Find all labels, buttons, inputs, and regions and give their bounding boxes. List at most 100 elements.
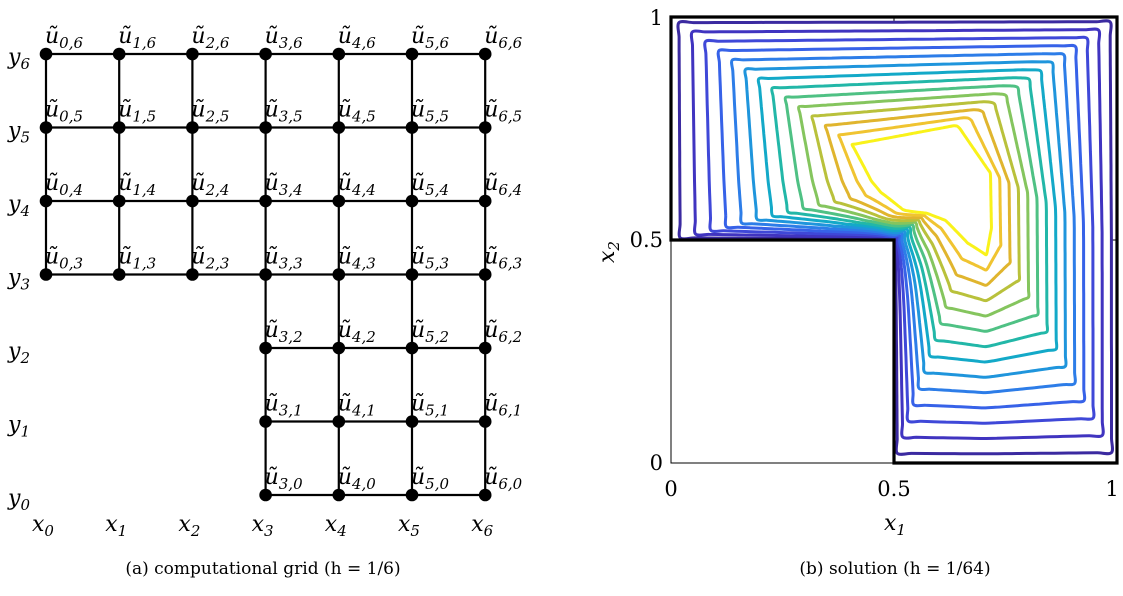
grid-node (332, 268, 346, 281)
grid-lines (44, 52, 487, 497)
node-label: ũ5,3 (411, 245, 449, 273)
node-label: ũ5,1 (411, 392, 449, 420)
node-label: ũ3,5 (265, 98, 303, 126)
node-label: ũ1,6 (118, 24, 156, 52)
grid-node (478, 341, 492, 355)
grid-node (259, 488, 272, 502)
node-label: ũ0,6 (45, 24, 83, 52)
node-label: ũ0,3 (45, 245, 83, 273)
contour-lines (676, 19, 1115, 456)
grid-node (112, 268, 126, 281)
node-label: ũ5,6 (411, 24, 449, 52)
contour-level-1 (676, 19, 1115, 456)
row-label-y0: y0 (7, 486, 30, 514)
grid-node (259, 121, 272, 134)
grid-nodes (39, 47, 492, 502)
grid-node (259, 47, 272, 61)
grid-node (112, 121, 126, 134)
grid-node (332, 488, 346, 502)
y-tick-label-0: 0 (650, 451, 663, 475)
node-label: ũ6,6 (484, 24, 522, 52)
grid-node (186, 47, 199, 61)
grid-node (112, 194, 126, 208)
node-label: ũ2,4 (191, 171, 229, 199)
node-label: ũ0,4 (45, 171, 83, 199)
node-label: ũ2,5 (191, 98, 229, 126)
column-labels: x0 x1 x2 x3 x4 x5 x6 (32, 512, 494, 540)
node-label: ũ3,1 (265, 392, 303, 420)
node-label: ũ6,5 (484, 98, 522, 126)
computational-grid-panel: ũ0,6 ũ1,6 ũ2,6 ũ3,6 ũ4,6 ũ5,6 ũ6,6 ũ0,5 ũ1,5 ũ2,5… (7, 24, 523, 579)
grid-node (259, 194, 272, 208)
column-label-x1: x1 (105, 512, 127, 540)
grid-node (259, 268, 272, 281)
x-tick-label-1: 0.5 (877, 477, 910, 501)
x-tick-label-2: 1 (1105, 477, 1118, 501)
x-tick-label-0: 0 (664, 477, 677, 501)
contour-level-9 (783, 84, 1040, 333)
grid-node (478, 268, 492, 281)
domain-boundary (669, 15, 1119, 465)
grid-node (405, 415, 419, 428)
grid-node (259, 415, 272, 428)
row-labels: y0 y1 y2 y3 y4 y5 y6 (7, 45, 30, 514)
grid-node (259, 341, 272, 355)
contour-level-10 (797, 92, 1031, 318)
y-tick-label-2: 1 (650, 6, 663, 30)
contour-level-4 (716, 43, 1087, 410)
node-label: ũ5,2 (411, 318, 449, 346)
grid-node (332, 47, 346, 61)
node-label: ũ4,2 (338, 318, 376, 346)
grid-node (405, 47, 419, 61)
grid-node (405, 268, 419, 281)
node-label: ũ4,0 (338, 465, 376, 493)
grid-node (332, 341, 346, 355)
node-label: ũ1,3 (118, 245, 156, 273)
node-labels: ũ0,6 ũ1,6 ũ2,6 ũ3,6 ũ4,6 ũ5,6 ũ6,6 ũ0,5 ũ1,5 ũ2,5… (45, 24, 523, 493)
grid-node (405, 341, 419, 355)
contour-level-2 (689, 27, 1105, 440)
grid-node (405, 488, 419, 502)
contour-level-3 (703, 35, 1096, 425)
grid-node (112, 47, 126, 61)
node-label: ũ5,4 (411, 171, 449, 199)
y-tick-label-1: 0.5 (630, 228, 663, 252)
grid-node (39, 268, 53, 281)
grid-node (332, 121, 346, 134)
row-label-y2: y2 (7, 339, 30, 367)
node-label: ũ1,5 (118, 98, 156, 126)
node-label: ũ5,5 (411, 98, 449, 126)
grid-node (478, 121, 492, 134)
node-label: ũ6,3 (484, 245, 522, 273)
node-label: ũ6,1 (484, 392, 522, 420)
row-label-y6: y6 (7, 45, 30, 73)
row-label-y5: y5 (7, 119, 30, 147)
grid-node (478, 194, 492, 208)
node-label: ũ6,0 (484, 465, 522, 493)
solution-plot-panel: 0 0.5 1 0 0.5 1 x1 x2 (b) solution (h = … (595, 6, 1119, 579)
grid-node (39, 194, 53, 208)
grid-node (478, 415, 492, 428)
node-label: ũ6,2 (484, 318, 522, 346)
contour-level-8 (770, 76, 1050, 349)
column-label-x5: x5 (398, 512, 420, 540)
node-label: ũ3,6 (265, 24, 303, 52)
row-label-y4: y4 (7, 192, 30, 220)
row-label-y1: y1 (7, 413, 30, 441)
node-label: ũ3,0 (265, 465, 303, 493)
node-label: ũ4,6 (338, 24, 376, 52)
column-label-x3: x3 (252, 512, 274, 540)
y-axis-label: x2 (595, 241, 623, 263)
node-label: ũ3,2 (265, 318, 303, 346)
grid-node (186, 268, 199, 281)
contour-level-11 (810, 100, 1022, 303)
grid-node (332, 194, 346, 208)
node-label: ũ5,0 (411, 465, 449, 493)
node-label: ũ2,3 (191, 245, 229, 273)
grid-node (186, 121, 199, 134)
grid-node (39, 47, 53, 61)
grid-node (405, 194, 419, 208)
column-label-x2: x2 (178, 512, 200, 540)
contour-level-14 (850, 124, 993, 257)
